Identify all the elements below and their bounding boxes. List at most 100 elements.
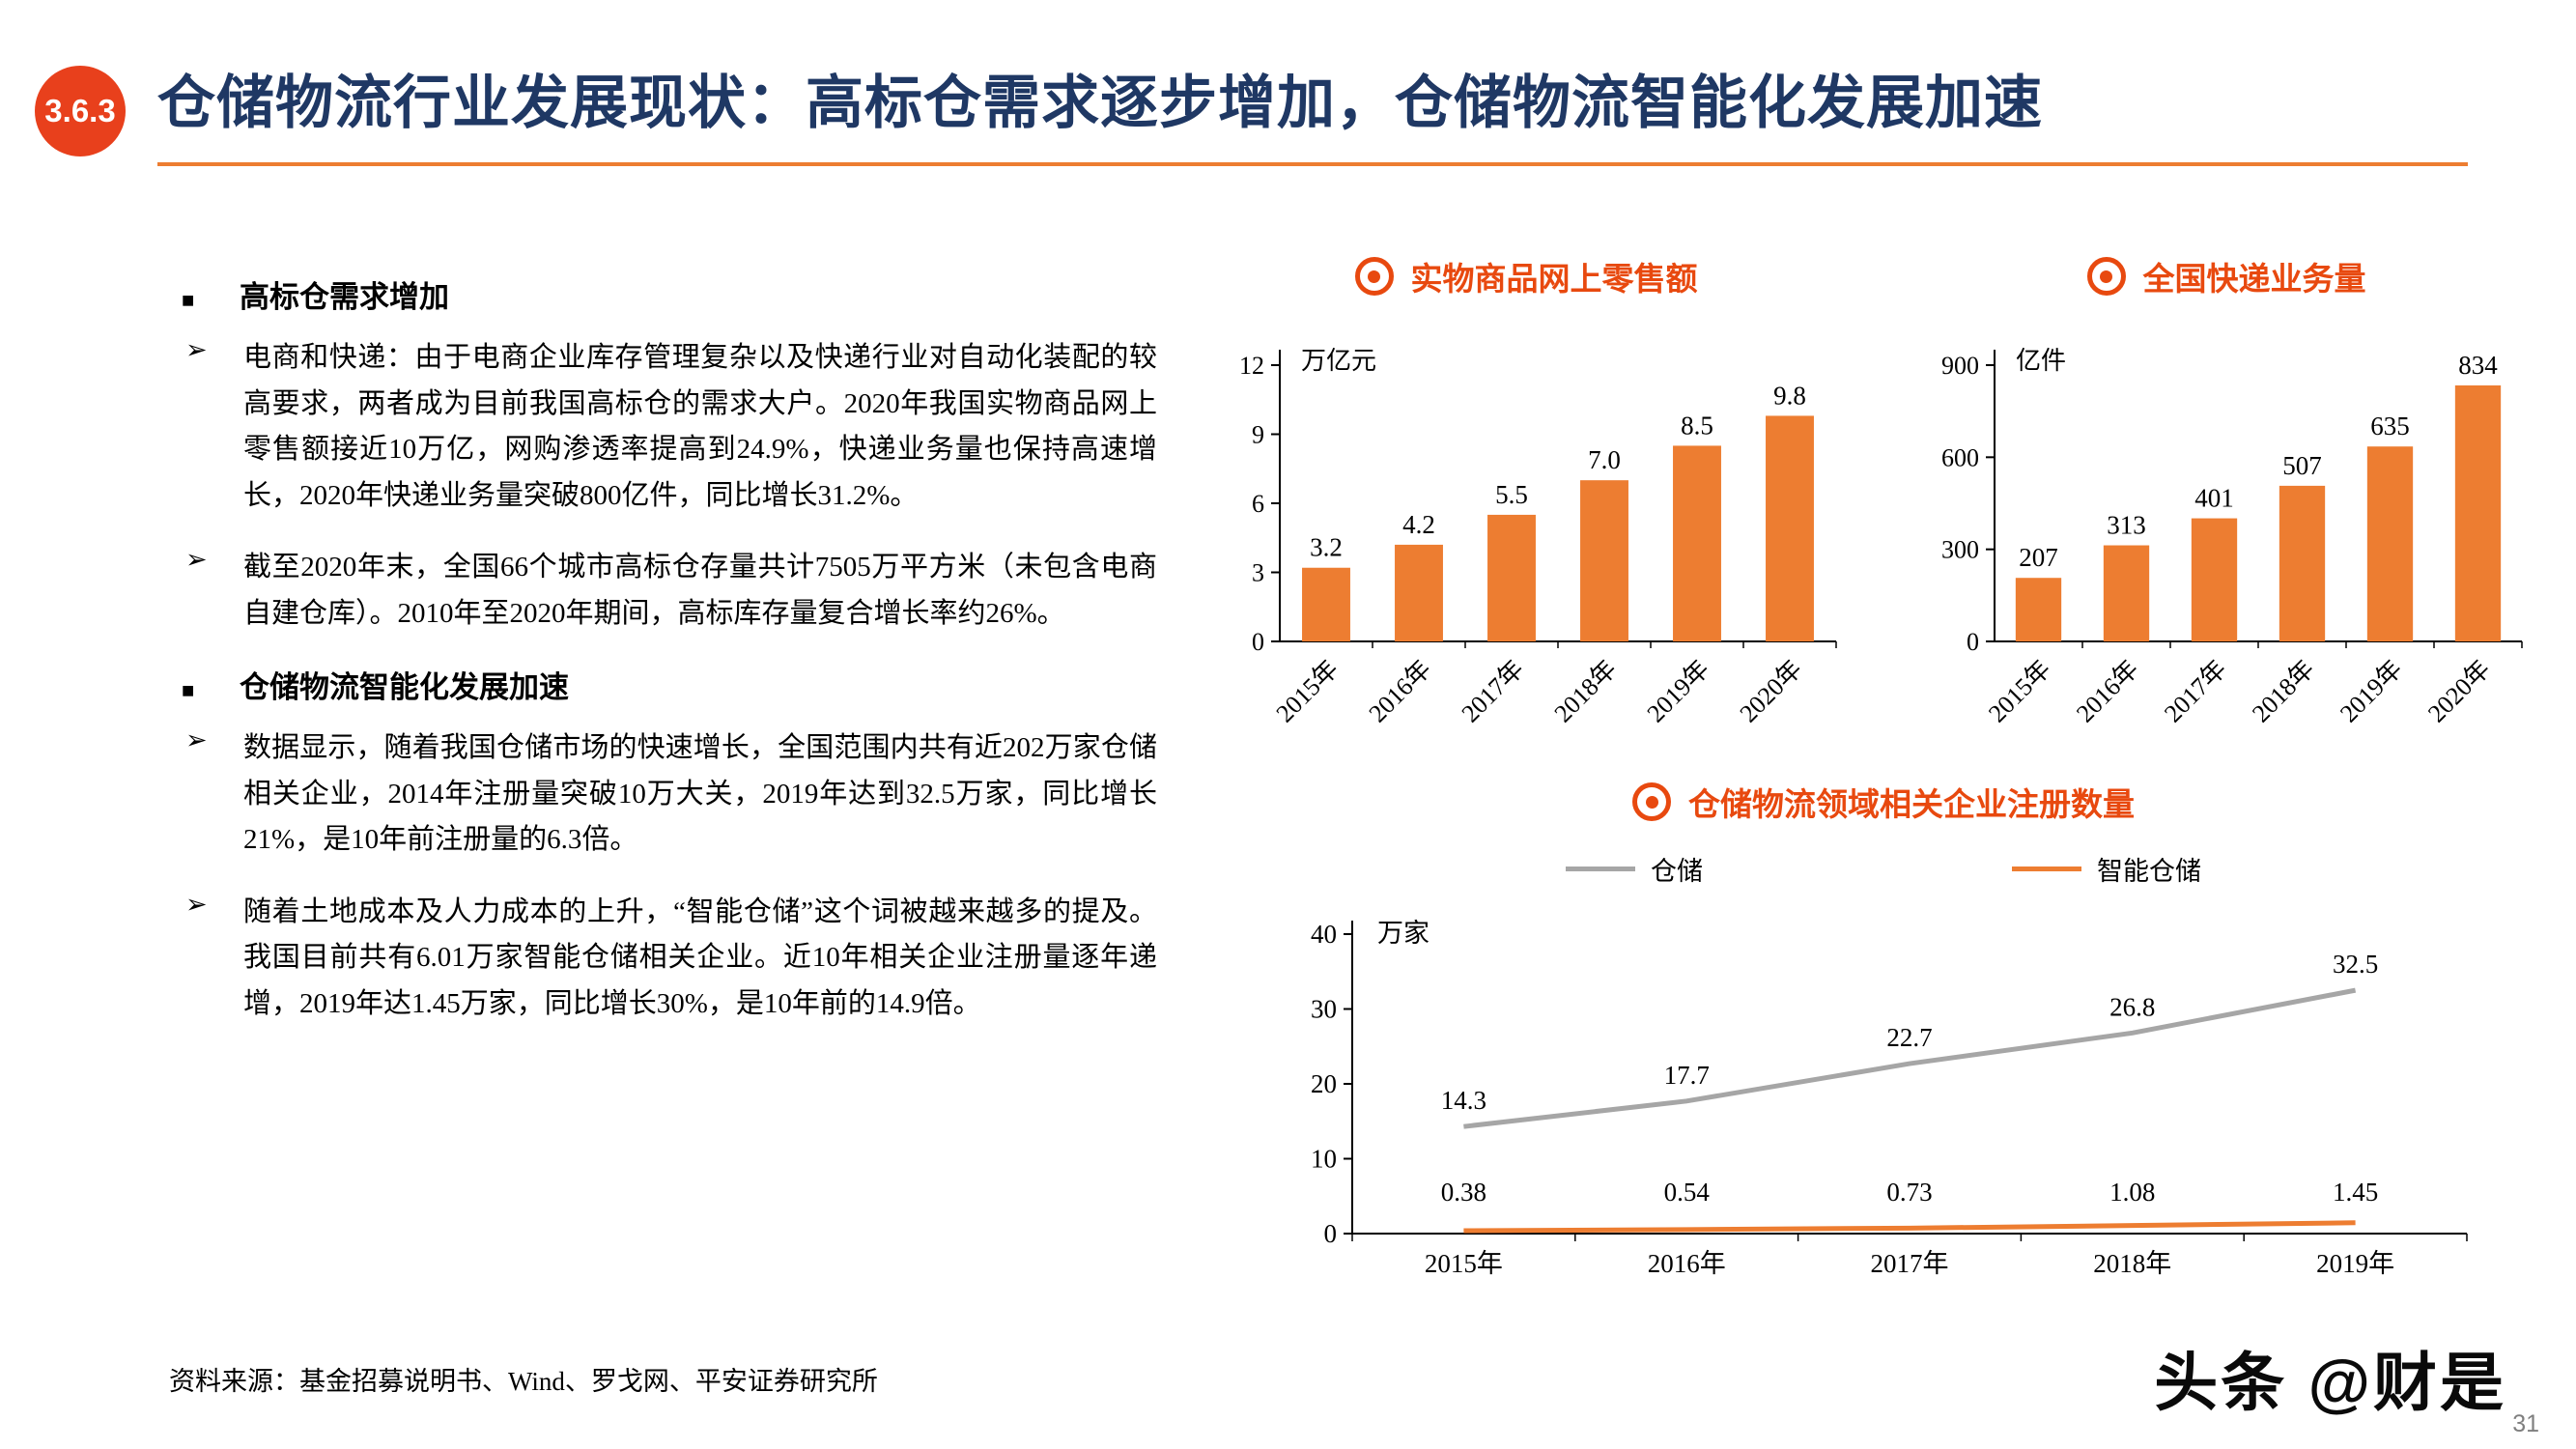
- bullet-item-ecommerce-express: ➢ 电商和快递：由于电商企业库存管理复杂以及快递行业对自动化装配的较高要求，两者…: [182, 335, 1157, 519]
- y-tick-label: 9: [1252, 421, 1264, 449]
- arrow-bullet-icon: ➢: [185, 545, 208, 575]
- bar: [1673, 445, 1721, 641]
- bar-value-label: 5.5: [1495, 480, 1528, 509]
- section-header-demand: ■ 高标仓需求增加: [182, 272, 1157, 316]
- series-line-智能仓储: [1463, 1220, 2356, 1234]
- y-tick-label: 0: [1324, 1219, 1338, 1248]
- axis-unit-label: 万家: [1377, 919, 1430, 948]
- x-tick-label: 2017年: [2159, 655, 2232, 728]
- bar-value-label: 4.2: [1402, 510, 1435, 539]
- bar-value-label: 635: [2370, 412, 2410, 440]
- x-tick-label: 2018年: [2093, 1249, 2171, 1278]
- bar: [1302, 567, 1350, 641]
- page-number: 31: [2512, 1410, 2539, 1437]
- bar: [1487, 514, 1536, 641]
- bar: [2366, 446, 2414, 641]
- bar-value-label: 834: [2458, 351, 2498, 380]
- point-label: 14.3: [1441, 1086, 1486, 1115]
- arrow-bullet-icon: ➢: [185, 725, 208, 755]
- point-label: 22.7: [1886, 1023, 1932, 1052]
- section-number: 3.6.3: [44, 93, 116, 128]
- x-tick-label: 2018年: [2247, 655, 2320, 728]
- bullseye-icon: [2086, 257, 2126, 296]
- legend-item-smart-warehouse: 智能仓储: [2012, 850, 2201, 888]
- arrow-bullet-icon: ➢: [185, 335, 208, 364]
- x-tick-label: 2015年: [1425, 1249, 1503, 1278]
- x-tick-label: 2018年: [1549, 655, 1623, 728]
- chart-express-volume-plot: 0 300 600 900 亿件 207 2015年 313 2016年 401 2017年 507 2…: [1917, 305, 2535, 745]
- left-panel: ■ 高标仓需求增加 ➢ 电商和快递：由于电商企业库存管理复杂以及快递行业对自动化…: [182, 249, 1157, 1054]
- point-label: 17.7: [1664, 1061, 1710, 1090]
- source-note: 资料来源：基金招募说明书、Wind、罗戈网、平安证券研究所: [169, 1367, 878, 1396]
- bullet-text: 截至2020年末，全国66个城市高标仓存量共计7505万平方米（未包含电商自建仓…: [243, 552, 1157, 629]
- y-tick-label: 600: [1941, 443, 1979, 471]
- y-tick-label: 0: [1967, 628, 1979, 656]
- section-header-text: 仓储物流智能化发展加速: [240, 670, 569, 705]
- chart-online-retail: 实物商品网上零售额 0 3 6 9 12 万亿元 3.2 2015年 4.2 2016年 5.5 20…: [1203, 253, 1850, 745]
- x-tick-label: 2015年: [1271, 655, 1345, 728]
- legend-line-swatch: [2012, 867, 2081, 871]
- line-chart-svg: 0 10 20 30 40 万家 2015年 2016年 2017年 2018年 2019年 14.3…: [1311, 919, 2468, 1278]
- chart-registered-companies: 仓储物流领域相关企业注册数量 仓储 智能仓储 0 10 20 30 40 万家 2015年 2…: [1256, 779, 2511, 1314]
- x-tick-label: 2019年: [2316, 1249, 2394, 1278]
- x-tick-label: 2016年: [1648, 1249, 1726, 1278]
- bullet-item-smart-warehouse: ➢ 随着土地成本及人力成本的上升，“智能仓储”这个词被越来越多的提及。我国目前共…: [182, 890, 1157, 1028]
- legend-line-swatch: [1566, 867, 1635, 871]
- y-tick-label: 6: [1252, 490, 1264, 518]
- point-label: 0.38: [1441, 1178, 1486, 1207]
- bullet-item-highstd-stock: ➢ 截至2020年末，全国66个城市高标仓存量共计7505万平方米（未包含电商自…: [182, 545, 1157, 637]
- y-tick-label: 10: [1311, 1145, 1337, 1174]
- bar: [2191, 518, 2238, 641]
- y-tick-label: 30: [1311, 995, 1337, 1024]
- point-label: 1.08: [2109, 1178, 2155, 1207]
- chart-title-text: 实物商品网上零售额: [1410, 263, 1698, 298]
- legend-item-warehouse: 仓储: [1566, 850, 1703, 888]
- axis-unit-label: 万亿元: [1301, 347, 1376, 375]
- x-tick-label: 2017年: [1871, 1249, 1949, 1278]
- page-title: 仓储物流行业发展现状：高标仓需求逐步增加，仓储物流智能化发展加速: [157, 71, 2043, 135]
- bullseye-icon: [1632, 782, 1671, 821]
- chart-title-text: 全国快递业务量: [2142, 263, 2366, 298]
- y-tick-label: 0: [1252, 628, 1264, 656]
- bar-value-label: 3.2: [1310, 533, 1343, 562]
- y-tick-label: 300: [1941, 536, 1979, 564]
- x-tick-label: 2015年: [1983, 655, 2056, 728]
- bar: [2015, 578, 2062, 641]
- y-tick-label: 900: [1941, 352, 1979, 380]
- bullet-text: 电商和快递：由于电商企业库存管理复杂以及快递行业对自动化装配的较高要求，两者成为…: [243, 342, 1157, 511]
- chart-express-volume: 全国快递业务量 0 300 600 900 亿件 207 2015年 313 2016年 401 2…: [1917, 253, 2535, 745]
- bullseye-icon: [1354, 257, 1394, 296]
- point-label: 0.73: [1886, 1178, 1932, 1207]
- bar-value-label: 7.0: [1588, 445, 1621, 474]
- series-line-仓储: [1463, 987, 2357, 1129]
- bar: [2454, 384, 2502, 641]
- watermark: 头条 @财是: [2154, 1347, 2506, 1418]
- bar-value-label: 207: [2019, 543, 2058, 572]
- section-header-smart: ■ 仓储物流智能化发展加速: [182, 663, 1157, 706]
- bar: [2279, 485, 2326, 641]
- y-tick-label: 20: [1311, 1069, 1337, 1098]
- section-number-badge: 3.6.3: [35, 66, 126, 156]
- chart-online-retail-plot: 0 3 6 9 12 万亿元 3.2 2015年 4.2 2016年 5.5 2017年 7.0 2018…: [1203, 305, 1850, 745]
- chart-title-row: 仓储物流领域相关企业注册数量: [1256, 779, 2511, 825]
- y-tick-label: 3: [1252, 559, 1264, 587]
- bar-value-label: 507: [2282, 451, 2322, 480]
- legend-label: 智能仓储: [2097, 857, 2201, 886]
- chart-registered-companies-plot: 0 10 20 30 40 万家 2015年 2016年 2017年 2018年 2019年 14.3…: [1256, 894, 2511, 1314]
- legend-label: 仓储: [1651, 857, 1703, 886]
- chart-legend: 仓储 智能仓储: [1256, 850, 2511, 888]
- bar: [1395, 544, 1443, 641]
- bar-chart-svg: 0 300 600 900 亿件 207 2015年 313 2016年 401 2017年 507 2…: [1941, 347, 2523, 728]
- chart-title-text: 仓储物流领域相关企业注册数量: [1688, 788, 2135, 823]
- bar-value-label: 401: [2194, 484, 2234, 513]
- x-tick-label: 2020年: [2422, 655, 2496, 728]
- bar-value-label: 8.5: [1681, 411, 1713, 440]
- bar: [2103, 545, 2150, 641]
- bar-chart-svg: 0 3 6 9 12 万亿元 3.2 2015年 4.2 2016年 5.5 2017年 7.0 2018…: [1239, 347, 1837, 728]
- x-tick-label: 2019年: [2335, 655, 2408, 728]
- chart-title-row: 全国快递业务量: [1917, 253, 2535, 299]
- bar: [1766, 415, 1814, 641]
- bar-value-label: 9.8: [1773, 381, 1806, 410]
- point-label: 0.54: [1664, 1178, 1711, 1207]
